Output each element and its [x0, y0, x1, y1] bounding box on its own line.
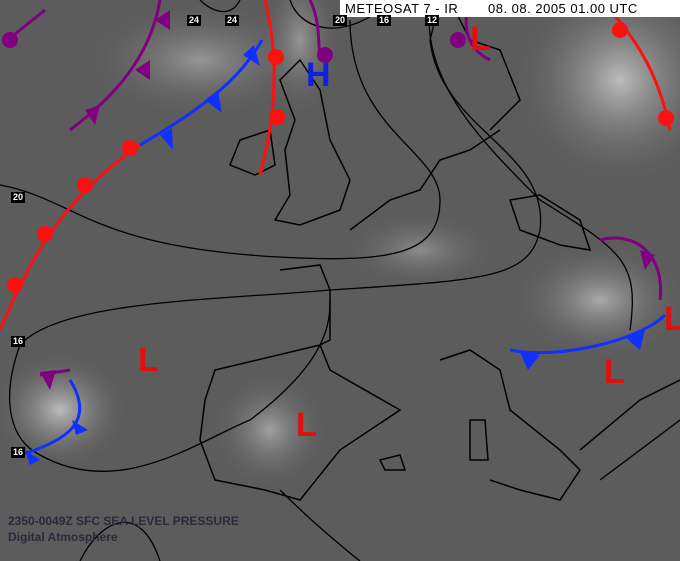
coastlines: [199, 0, 680, 501]
front-symbols: [2, 10, 674, 465]
isobar-label: 24: [225, 15, 240, 26]
low-pressure-label: L: [604, 353, 625, 391]
header-bar: [340, 0, 680, 17]
timestamp: 08. 08. 2005 01.00 UTC: [488, 1, 638, 16]
isobar-label: 24: [187, 15, 202, 26]
satellite-title: METEOSAT 7 - IR: [345, 1, 459, 16]
cold-front-south: [509, 313, 667, 355]
isobar-label: 16: [377, 15, 392, 26]
isobar-label: 20: [333, 15, 348, 26]
low-pressure-label: L: [296, 406, 317, 444]
cold-front-west: [19, 379, 82, 457]
caption-source: Digital Atmosphere: [8, 530, 118, 544]
high-pressure-label: H: [306, 56, 331, 94]
isobar-label: 20: [11, 192, 26, 203]
cloud-cover: [0, 0, 680, 490]
low-pressure-label: L: [664, 300, 680, 338]
isobar-label: 16: [11, 447, 26, 458]
isobar-label: 16: [11, 336, 26, 347]
low-pressure-label: L: [470, 20, 491, 58]
low-pressure-label: L: [138, 341, 159, 379]
caption-product: 2350-0049Z SFC SEA LEVEL PRESSURE: [8, 514, 239, 528]
isobar-label: 12: [425, 15, 440, 26]
